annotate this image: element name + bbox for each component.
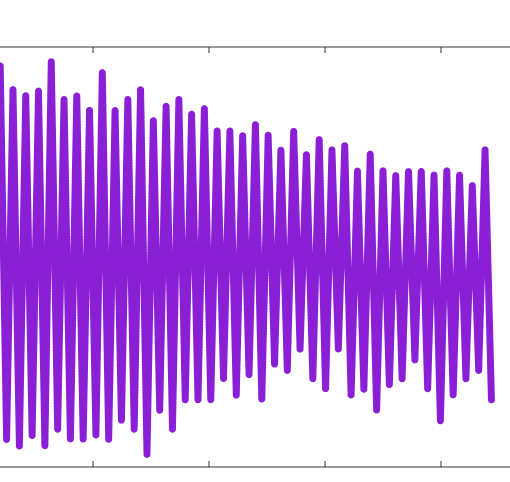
data-line	[0, 58, 495, 458]
plot-area	[0, 58, 495, 458]
